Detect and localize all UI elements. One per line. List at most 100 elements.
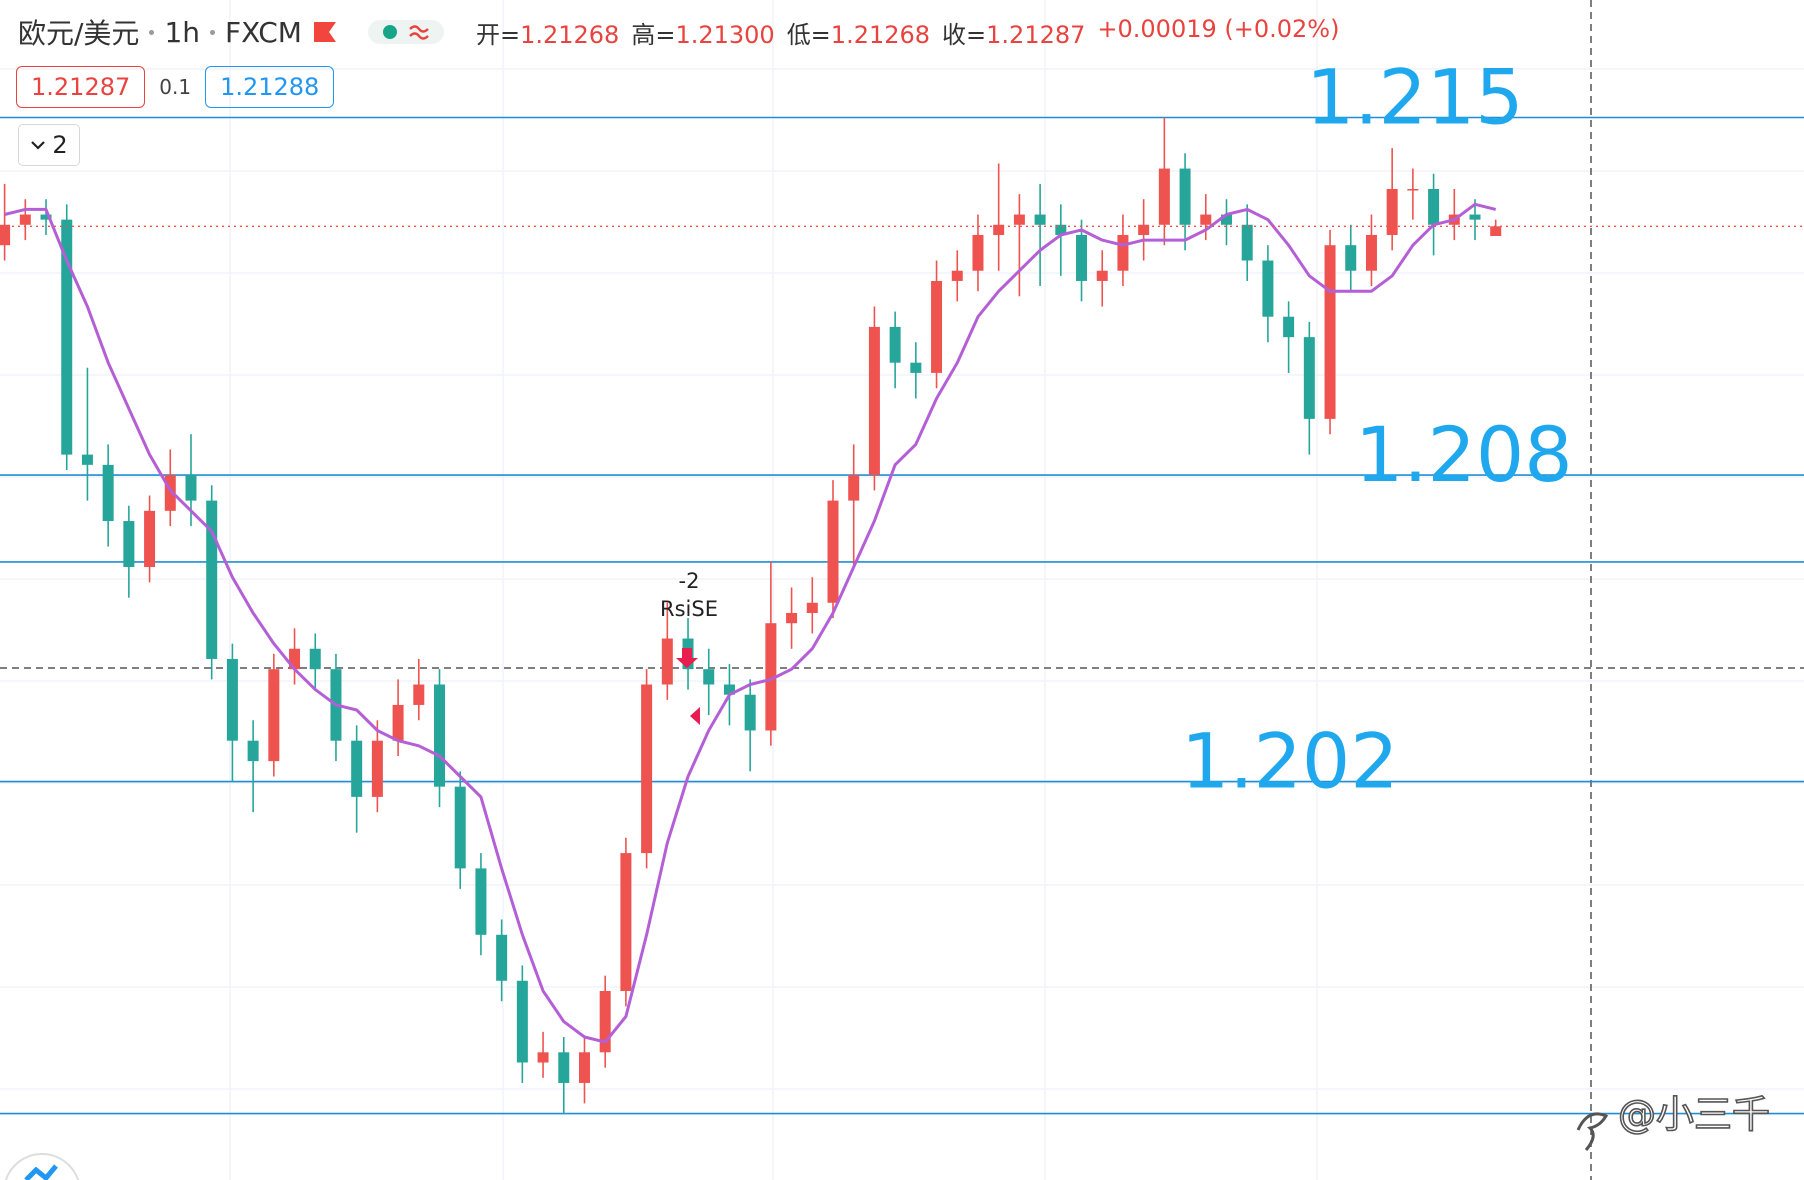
candle-body bbox=[1117, 234, 1129, 271]
chevron bbox=[31, 141, 46, 150]
candle-body bbox=[1303, 337, 1315, 419]
spread: 0.1 bbox=[159, 75, 192, 99]
ohlc-label: 高= bbox=[631, 20, 676, 49]
logo bbox=[4, 1153, 80, 1180]
candle-body bbox=[475, 868, 487, 935]
candle-body bbox=[1076, 234, 1088, 281]
candle-body bbox=[1220, 214, 1232, 225]
ohlc-label: 收= bbox=[942, 20, 987, 49]
signal-marker bbox=[690, 707, 700, 725]
separator bbox=[149, 29, 155, 35]
levels: 1.215 1.208 1.202 bbox=[0, 52, 1804, 1115]
candle-body bbox=[371, 740, 383, 797]
candle-body bbox=[247, 740, 259, 762]
ohlc-item: 高=1.21300 bbox=[631, 15, 774, 50]
candle-body bbox=[1013, 214, 1025, 225]
candle-body bbox=[1179, 168, 1191, 225]
candle-body bbox=[19, 214, 31, 225]
candle-body bbox=[641, 684, 653, 854]
order-panel: 1.21287 0.1 1.21288 bbox=[16, 66, 335, 108]
collapse-count: 2 bbox=[52, 131, 68, 159]
ohlc-label: 低= bbox=[786, 20, 831, 49]
candle-body bbox=[309, 648, 321, 670]
candle-body bbox=[1386, 189, 1398, 235]
candle-body bbox=[413, 684, 425, 705]
candle-body bbox=[1428, 189, 1440, 225]
status-pill[interactable] bbox=[367, 20, 444, 44]
candle-body bbox=[661, 638, 673, 685]
ohlc-value: 1.21268 bbox=[830, 20, 931, 49]
moving-average bbox=[4, 202, 1497, 1044]
sell-price[interactable]: 1.21287 bbox=[16, 66, 146, 108]
candle-body bbox=[1490, 226, 1502, 236]
candle-body bbox=[289, 648, 301, 670]
candle-body bbox=[516, 980, 528, 1063]
ohlc-item: 收=1.21287 bbox=[942, 15, 1085, 50]
candle-body bbox=[1365, 234, 1377, 271]
candle-body bbox=[1055, 224, 1067, 235]
ohlc-value: 1.21300 bbox=[675, 20, 775, 49]
candle-body bbox=[703, 669, 715, 685]
separator bbox=[210, 29, 215, 35]
candle-body bbox=[620, 853, 632, 991]
candle-body bbox=[1262, 260, 1274, 317]
candle-body bbox=[806, 602, 818, 613]
exchange: FXCM bbox=[225, 15, 302, 49]
candle-body bbox=[123, 521, 135, 568]
candle-body bbox=[164, 475, 176, 511]
candle-body bbox=[910, 362, 922, 373]
candle-body bbox=[578, 1052, 590, 1083]
candle-body bbox=[848, 475, 860, 501]
candle-body bbox=[1241, 224, 1253, 261]
level-label: 1.208 bbox=[1355, 410, 1573, 499]
candle-body bbox=[1158, 168, 1170, 225]
symbol[interactable]: 欧元/美元 bbox=[18, 17, 140, 50]
flag-icon[interactable] bbox=[312, 20, 338, 44]
annotation: RsiSE bbox=[660, 597, 718, 621]
candle-body bbox=[558, 1052, 570, 1083]
candle-body bbox=[61, 219, 73, 455]
interval[interactable]: 1h bbox=[164, 15, 200, 49]
candle-body bbox=[786, 612, 798, 624]
candle-body bbox=[434, 684, 446, 787]
candle-body bbox=[1200, 214, 1212, 225]
ohlc-value: 1.21287 bbox=[986, 20, 1086, 49]
watermark-logo bbox=[1576, 1112, 1609, 1151]
candle-body bbox=[931, 280, 943, 373]
candle-body bbox=[972, 234, 984, 271]
candle-body bbox=[0, 224, 11, 246]
candle-body bbox=[351, 740, 363, 797]
candle-body bbox=[889, 326, 901, 363]
candle-body bbox=[1324, 245, 1336, 419]
candle-body bbox=[392, 704, 404, 741]
candle-body bbox=[206, 500, 218, 659]
candle-body bbox=[723, 684, 735, 695]
candle-body bbox=[1469, 214, 1481, 220]
candle-body bbox=[827, 500, 839, 603]
status-dot bbox=[382, 25, 397, 39]
candle-body bbox=[868, 326, 880, 476]
candle-body bbox=[1096, 270, 1108, 281]
ohlc-item: 低=1.21268 bbox=[787, 15, 930, 50]
ohlc-item: 开=1.21268 bbox=[476, 15, 619, 50]
collapse-button[interactable]: 2 bbox=[18, 124, 80, 166]
candle-body bbox=[454, 786, 466, 869]
candle-body bbox=[144, 510, 156, 568]
candle-body bbox=[40, 214, 52, 220]
candle-body bbox=[951, 270, 963, 281]
candle-body bbox=[268, 669, 280, 762]
ohlc-value: 1.21268 bbox=[520, 20, 620, 49]
watermark: @小三千 bbox=[1618, 1093, 1770, 1137]
change: +0.00019 (+0.02%) bbox=[1097, 14, 1340, 43]
candle-body bbox=[1283, 316, 1295, 338]
level-label: 1.202 bbox=[1181, 717, 1399, 806]
header: 欧元/美元 1h FXCM 开=1.21268 高=1.21300 低=1.2126… bbox=[18, 12, 1339, 52]
candle-body bbox=[599, 990, 611, 1053]
buy-price[interactable]: 1.21288 bbox=[205, 66, 335, 108]
candle-body bbox=[765, 623, 777, 731]
candle-body bbox=[744, 694, 756, 731]
signal-arrow bbox=[676, 648, 698, 668]
annotation: -2 bbox=[679, 569, 700, 593]
